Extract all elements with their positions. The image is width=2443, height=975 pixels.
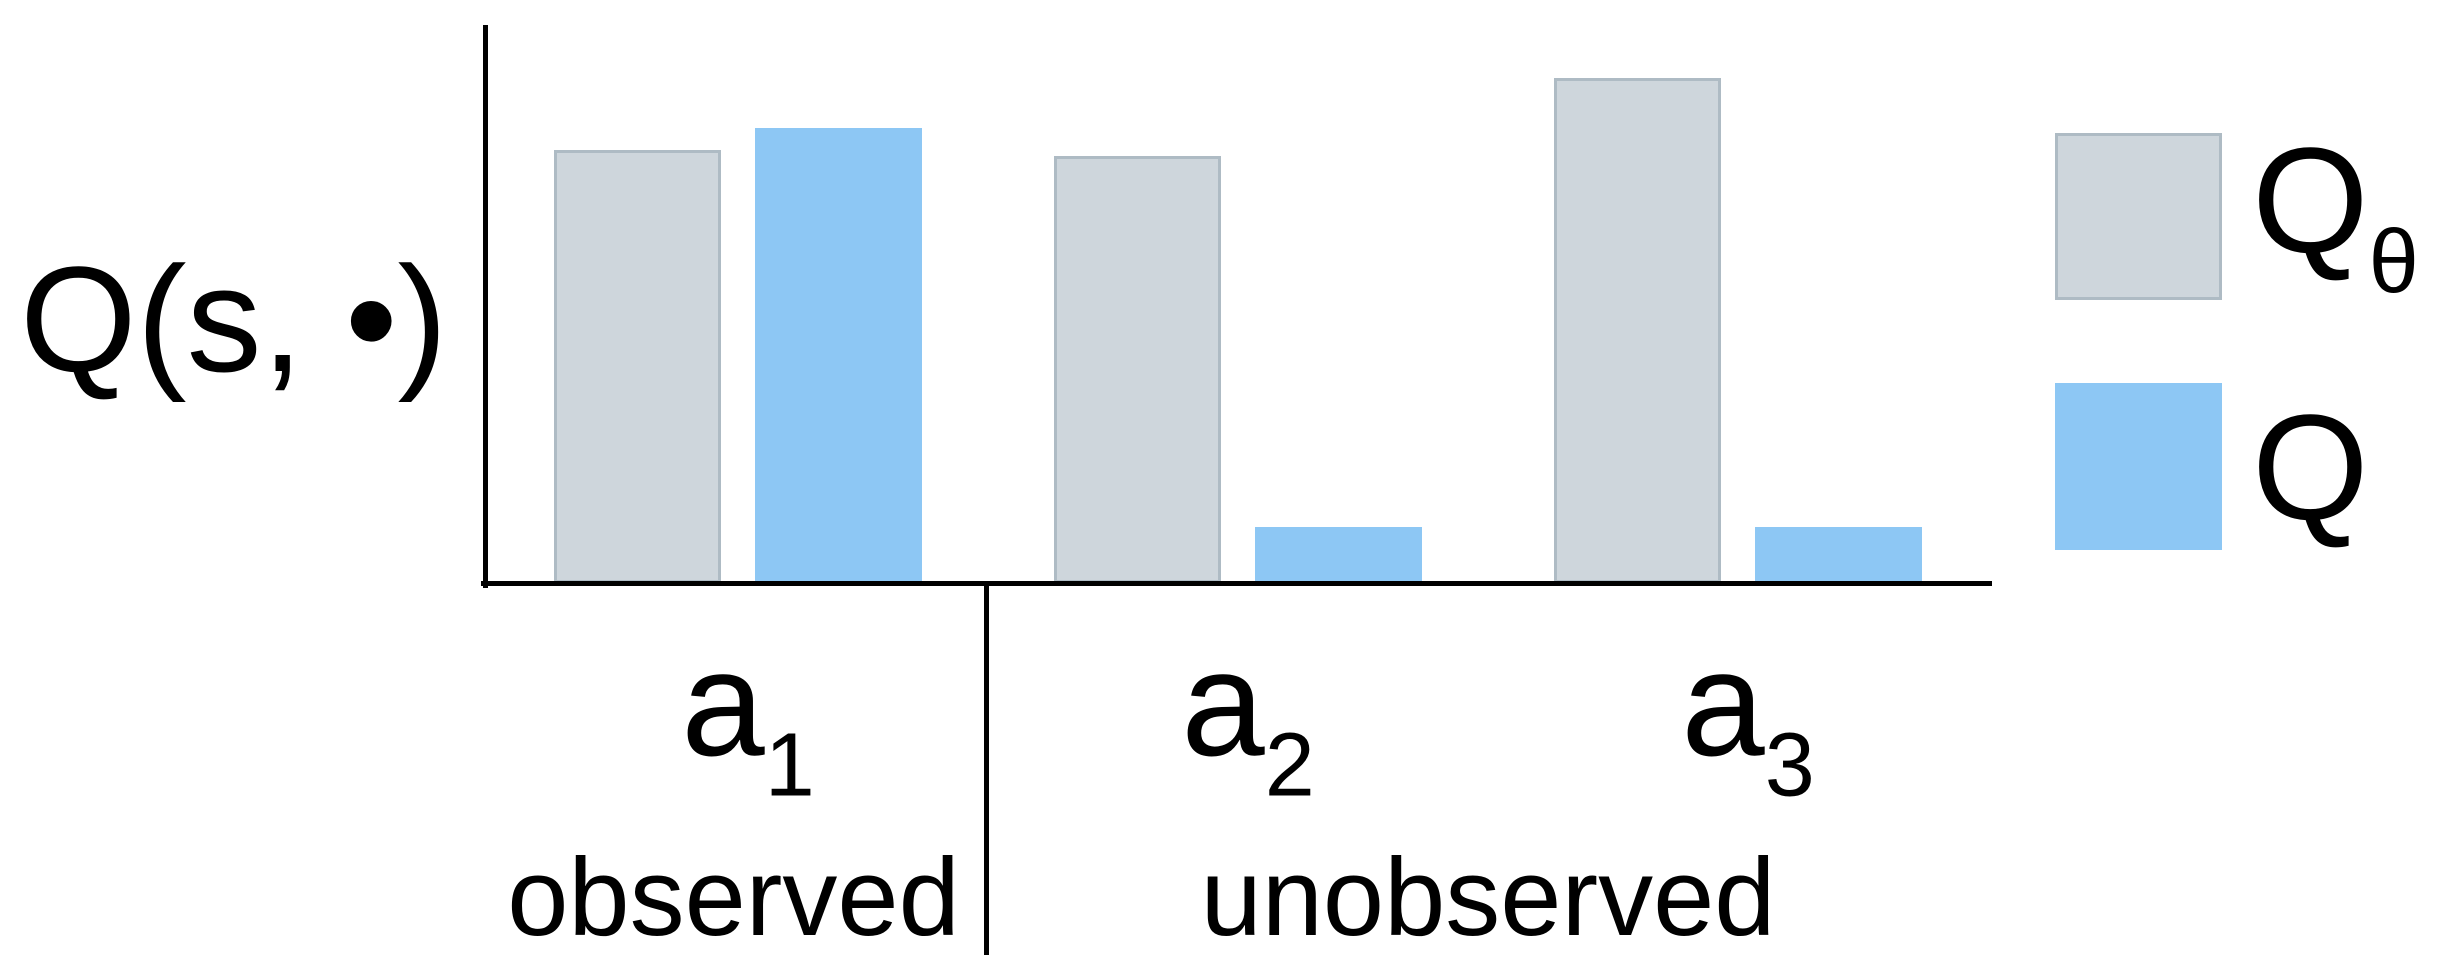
section-label-observed: observed bbox=[507, 836, 960, 959]
section-label-unobserved: unobserved bbox=[1200, 836, 1776, 959]
bar-q-a1 bbox=[755, 128, 922, 583]
category-label-subscript: 2 bbox=[1264, 715, 1315, 816]
category-label-subscript: 1 bbox=[764, 715, 815, 816]
y-axis-label: Q(s, •) bbox=[20, 235, 448, 403]
legend-swatch-qtheta bbox=[2055, 133, 2222, 300]
category-label-main: a bbox=[1681, 619, 1765, 787]
bar-qtheta-a2 bbox=[1054, 156, 1221, 583]
bar-q-a2 bbox=[1255, 527, 1422, 583]
legend-label-subscript: θ bbox=[2368, 212, 2419, 313]
section-divider-line bbox=[984, 581, 989, 955]
x-axis-line bbox=[481, 581, 1992, 586]
category-label-a3: a3 bbox=[1681, 628, 1815, 811]
legend-label-q: Q bbox=[2252, 392, 2369, 542]
legend-label-main: Q bbox=[2252, 116, 2369, 285]
bar-qtheta-a3 bbox=[1554, 78, 1721, 583]
legend-label-qtheta: Qθ bbox=[2252, 125, 2419, 308]
bar-q-a3 bbox=[1755, 527, 1922, 583]
legend-label-main: Q bbox=[2252, 382, 2369, 551]
bar-qtheta-a1 bbox=[554, 150, 721, 583]
y-axis-line bbox=[483, 25, 488, 588]
category-label-main: a bbox=[1181, 619, 1265, 787]
category-label-subscript: 3 bbox=[1764, 715, 1815, 816]
legend-swatch-q bbox=[2055, 383, 2222, 550]
category-label-a2: a2 bbox=[1181, 628, 1315, 811]
category-label-a1: a1 bbox=[681, 628, 815, 811]
category-label-main: a bbox=[681, 619, 765, 787]
legend-item-q: Q bbox=[2055, 383, 2369, 550]
legend-item-qtheta: Qθ bbox=[2055, 125, 2419, 308]
